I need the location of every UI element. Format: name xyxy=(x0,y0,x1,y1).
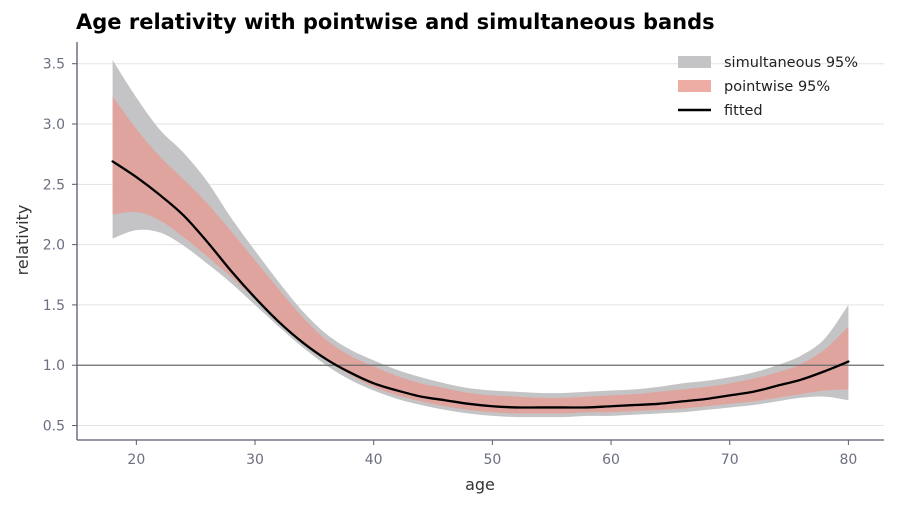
chart-title: Age relativity with pointwise and simult… xyxy=(76,10,715,34)
x-tick-label-20: 20 xyxy=(127,452,145,468)
axes xyxy=(76,42,884,441)
x-tick-label-30: 30 xyxy=(246,452,264,468)
y-tick-label-3.5: 3.5 xyxy=(43,57,65,73)
confidence-bands xyxy=(112,60,849,418)
legend-label-pointwise: pointwise 95% xyxy=(724,79,830,95)
legend-swatch-simultaneous xyxy=(678,56,711,68)
y-tick-label-3.0: 3.0 xyxy=(43,117,65,133)
x-tick-label-70: 70 xyxy=(721,452,739,468)
x-tick-label-80: 80 xyxy=(839,452,857,468)
fitted-lines xyxy=(111,160,850,409)
y-axis-label: relativity xyxy=(13,205,32,276)
y-axis-ticks: 0.5 1.0 1.5 2.0 2.5 3.0 3.5 xyxy=(43,57,77,435)
y-tick-label-2.5: 2.5 xyxy=(43,177,65,193)
legend-label-simultaneous: simultaneous 95% xyxy=(724,55,858,71)
pointwise-band xyxy=(112,96,849,414)
x-tick-label-60: 60 xyxy=(602,452,620,468)
legend-swatch-pointwise xyxy=(678,80,711,92)
y-tick-label-0.5: 0.5 xyxy=(43,419,65,435)
x-tick-label-50: 50 xyxy=(483,452,501,468)
y-tick-label-1.0: 1.0 xyxy=(43,358,65,374)
x-axis-ticks: 20 30 40 50 60 70 80 xyxy=(127,440,857,468)
y-tick-label-2.0: 2.0 xyxy=(43,238,65,254)
x-tick-label-40: 40 xyxy=(365,452,383,468)
legend: simultaneous 95% pointwise 95% fitted xyxy=(678,55,858,119)
fitted-line xyxy=(111,160,850,409)
y-tick-label-1.5: 1.5 xyxy=(43,298,65,314)
legend-label-fitted: fitted xyxy=(724,103,763,119)
x-axis-label: age xyxy=(465,475,495,494)
